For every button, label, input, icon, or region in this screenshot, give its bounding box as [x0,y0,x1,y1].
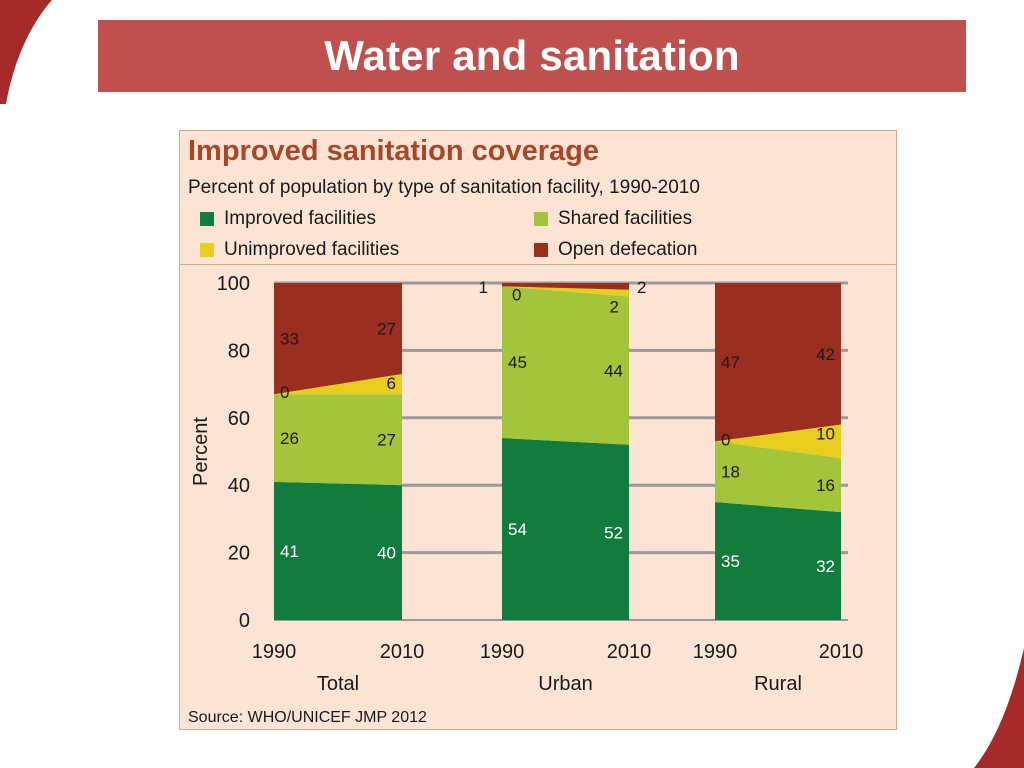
y-tick-label-80: 80 [228,340,250,362]
value-label-rural-1990-improved: 35 [721,552,740,571]
legend-label-unimproved: Unimproved facilities [224,239,400,260]
value-label-total-1990-improved: 41 [280,542,299,561]
legend-label-shared: Shared facilities [558,208,693,229]
legend-item-improved: Improved facilities [200,208,376,230]
header-divider [180,264,896,265]
value-label-urban-2010-unimproved: 2 [610,297,619,316]
value-label-urban-2010-open: 2 [637,278,646,297]
x-tick-label-urban-2010: 2010 [607,641,652,663]
legend-item-shared: Shared facilities [534,208,692,230]
legend-swatch-shared [534,212,548,226]
decorative-corner-swoosh-top-left [0,0,52,104]
y-tick-label-40: 40 [228,475,250,497]
legend-swatch-improved [200,212,214,226]
band-urban-shared [502,286,629,445]
value-label-total-2010-improved: 40 [377,544,396,563]
legend-label-improved: Improved facilities [224,208,377,229]
band-rural-shared [715,441,841,513]
value-label-rural-2010-open: 42 [816,345,835,364]
legend-swatch-open [534,243,548,257]
decorative-corner-swoosh-bottom-right [974,648,1024,768]
value-label-urban-2010-improved: 52 [604,523,623,542]
legend-swatch-unimproved [200,243,214,257]
value-label-total-1990-shared: 26 [280,429,299,448]
x-tick-label-rural-2010: 2010 [819,641,864,663]
value-label-rural-2010-improved: 32 [816,557,835,576]
value-label-total-1990-open: 33 [280,330,299,349]
band-rural-improved [715,502,841,620]
value-label-urban-1990-improved: 54 [508,520,527,539]
value-label-urban-1990-open: 1 [479,278,488,297]
y-axis-title: Percent [190,417,212,486]
x-tick-label-total-1990: 1990 [252,641,297,663]
band-urban-unimproved [502,286,629,297]
value-label-rural-2010-shared: 16 [816,476,835,495]
y-tick-label-20: 20 [228,543,250,565]
x-tick-label-rural-1990: 1990 [693,641,738,663]
group-label-rural: Rural [754,673,802,695]
value-label-total-2010-unimproved: 6 [387,374,396,393]
legend-item-unimproved: Unimproved facilities [200,239,399,261]
band-total-shared [274,394,402,486]
chart-panel: Improved sanitation coverage Percent of … [179,130,897,730]
value-label-total-2010-open: 27 [377,319,396,338]
value-label-rural-1990-shared: 18 [721,463,740,482]
band-total-improved [274,481,402,620]
x-tick-label-total-2010: 2010 [380,641,425,663]
band-urban-improved [502,438,629,620]
value-label-rural-1990-unimproved: 0 [721,430,730,449]
band-total-open [274,283,402,395]
value-label-urban-1990-unimproved: 0 [512,285,521,304]
chart-title: Improved sanitation coverage [188,135,599,167]
y-tick-label-60: 60 [228,408,250,430]
group-label-total: Total [317,673,359,695]
source-note: Source: WHO/UNICEF JMP 2012 [188,709,427,726]
value-label-urban-1990-shared: 45 [508,353,527,372]
legend-label-open: Open defecation [558,239,698,260]
value-label-total-1990-unimproved: 0 [280,383,289,402]
y-tick-label-100: 100 [217,273,250,295]
band-rural-unimproved [715,424,841,459]
chart-subtitle: Percent of population by type of sanitat… [188,177,700,198]
group-label-urban: Urban [538,673,592,695]
band-urban-open [502,283,629,290]
y-tick-label-0: 0 [239,610,250,632]
slide-title: Water and sanitation [98,20,966,92]
value-label-rural-2010-unimproved: 10 [816,425,835,444]
value-label-total-2010-shared: 27 [377,431,396,450]
band-total-unimproved [274,373,402,395]
legend-item-open: Open defecation [534,239,697,261]
x-tick-label-urban-1990: 1990 [480,641,525,663]
value-label-urban-2010-shared: 44 [604,362,623,381]
band-rural-open [715,283,841,442]
value-label-rural-1990-open: 47 [721,353,740,372]
